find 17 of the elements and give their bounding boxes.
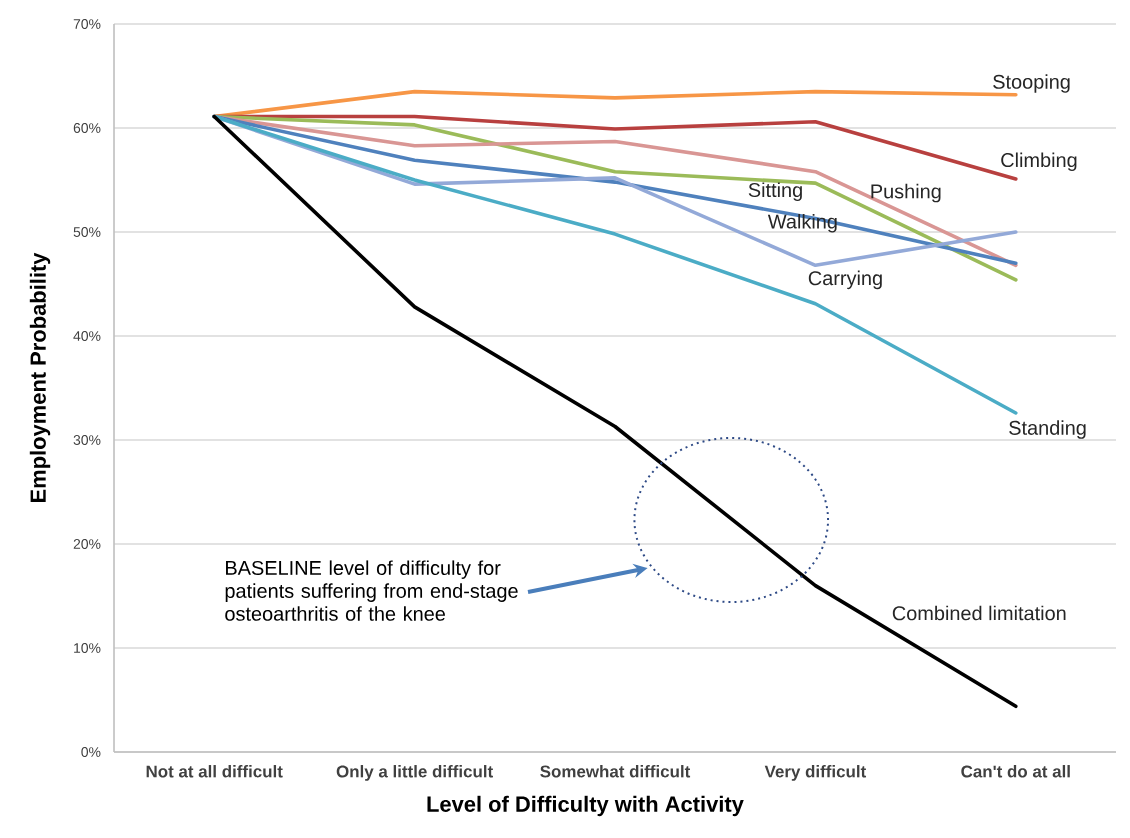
annotation: BASELINE level of difficulty for patients suffering from end-stage osteoarthritis of the knee xyxy=(225,560,518,621)
x-tick-label: Very difficult xyxy=(764,765,867,781)
x-axis-title: Level of Difficulty with Activity xyxy=(427,795,744,817)
series-label: Standing xyxy=(1009,420,1086,439)
series-label: Pushing xyxy=(871,183,941,203)
x-tick-label: Can't do at all xyxy=(961,765,1070,778)
x-tick-label: Somewhat difficult xyxy=(540,765,691,778)
series-label: Stooping xyxy=(993,74,1070,93)
line-series xyxy=(212,89,1018,119)
series-label: Walking xyxy=(767,214,837,233)
x-tick-label: Not at all difficult xyxy=(146,765,283,778)
series-label: Climbing xyxy=(1001,152,1077,172)
series-label: Combined limitation xyxy=(892,605,1066,621)
series-label: Sitting xyxy=(748,182,802,201)
series-label: Carrying xyxy=(808,270,882,290)
y-axis-title: Employment Probability xyxy=(29,252,51,502)
x-tick-label: Only a little difficult xyxy=(336,765,493,781)
